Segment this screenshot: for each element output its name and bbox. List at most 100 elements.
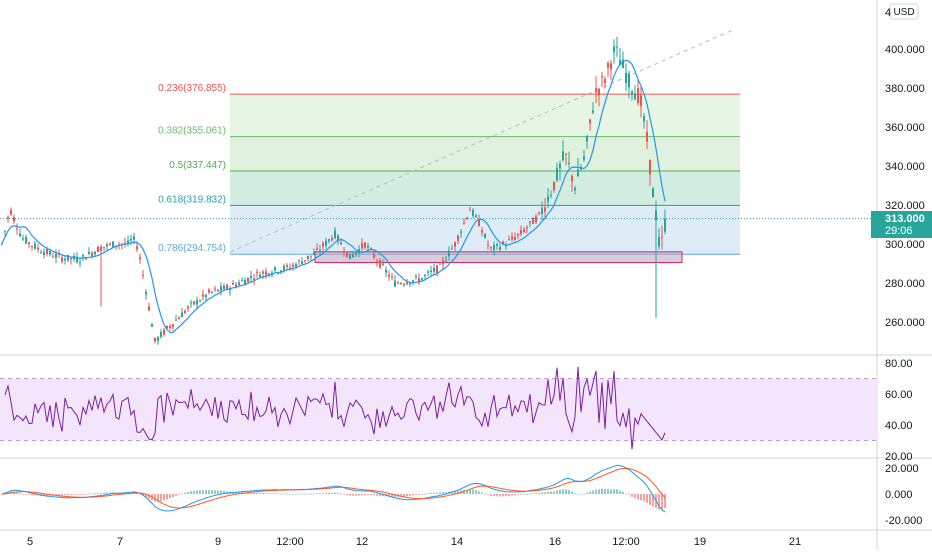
candle-body	[43, 252, 45, 255]
macd-histogram-bar	[247, 492, 249, 494]
macd-histogram-bar	[319, 493, 321, 495]
fibonacci-retracement[interactable]: 0.236(376.855) 0.382(355.061) 0.5(337.447)…	[158, 83, 740, 255]
macd-histogram-bar	[652, 494, 654, 507]
macd-histogram-bar	[205, 490, 207, 494]
support-zone-rect	[314, 251, 683, 264]
rsi-tick-label: 80.00	[885, 358, 913, 370]
candle-body	[376, 260, 378, 262]
macd-histogram-bar	[565, 489, 567, 494]
candle-body	[280, 270, 282, 273]
candle-body	[532, 217, 534, 225]
price-tick-label: 340.000	[885, 161, 925, 173]
candle-body	[649, 159, 651, 175]
candle-body	[487, 244, 489, 246]
currency-badge-box[interactable]	[889, 3, 919, 20]
time-axis[interactable]: 5 7 9 12:00 12 14 16 12:00 19 21	[27, 536, 801, 548]
candle-body	[475, 215, 477, 218]
candle-body	[430, 270, 432, 273]
candle-body	[517, 233, 519, 236]
macd-histogram-bar	[166, 494, 168, 500]
candle-body	[553, 181, 555, 191]
candle-body	[367, 245, 369, 248]
macd-tick-label: -20.000	[885, 515, 922, 527]
candle-body	[625, 72, 627, 84]
candle-body	[433, 267, 435, 272]
macd-histogram-bar	[523, 494, 525, 495]
macd-histogram-bar	[364, 494, 366, 496]
macd-axis[interactable]: 20.000 0.000 -20.000	[885, 463, 922, 527]
candle-body	[46, 249, 48, 254]
candle-body	[631, 91, 633, 95]
macd-histogram-bar	[475, 490, 477, 494]
candle-body	[4, 230, 6, 232]
macd-histogram-bar	[439, 492, 441, 494]
macd-histogram-bar	[34, 494, 36, 496]
price-tick-label: 380.000	[885, 83, 925, 95]
support-zone[interactable]	[314, 251, 683, 264]
macd-histogram-bar	[145, 494, 147, 498]
candle-body	[541, 208, 543, 215]
macd-histogram-bar	[481, 492, 483, 494]
candle-body	[403, 284, 405, 286]
candle-body	[97, 246, 99, 252]
time-tick-label: 7	[117, 536, 123, 548]
macd-signal-line	[1, 467, 666, 509]
macd-histogram-bar	[472, 489, 474, 494]
macd-histogram-bar	[400, 494, 402, 497]
candle-body	[637, 88, 639, 103]
macd-histogram-bar	[526, 493, 528, 495]
candle-body	[595, 88, 597, 93]
macd-histogram-bar	[649, 494, 651, 505]
candle-body	[634, 93, 636, 100]
currency-label[interactable]: USD	[893, 7, 914, 18]
candle-body	[151, 324, 153, 327]
candle-body	[19, 233, 21, 237]
candle-body	[241, 280, 243, 282]
macd-histogram-bar	[31, 494, 33, 496]
macd-histogram-bar	[556, 490, 558, 494]
macd-histogram-bar	[406, 494, 408, 497]
candle-body	[496, 243, 498, 246]
candle-body	[643, 116, 645, 122]
fib-zone	[230, 136, 740, 171]
macd-histogram-bar	[226, 491, 228, 494]
macd-histogram-bar	[295, 493, 297, 495]
time-tick-label: 19	[694, 536, 706, 548]
candle-body	[199, 300, 201, 302]
candle-body	[490, 247, 492, 249]
candle-body	[655, 210, 657, 221]
macd-histogram-bar	[16, 492, 18, 494]
macd-histogram-bar	[538, 492, 540, 494]
candle-body	[439, 263, 441, 265]
candle-body	[658, 237, 660, 247]
candle-body	[124, 242, 126, 245]
candle-body	[298, 260, 300, 262]
rsi-line	[4, 366, 666, 450]
macd-histogram-bar	[430, 492, 432, 494]
rsi-axis[interactable]: 80.00 60.00 40.00 20.00	[885, 358, 913, 463]
candle-body	[271, 272, 273, 275]
macd-histogram-bar	[619, 490, 621, 494]
macd-tick-label: 20.000	[885, 463, 919, 475]
candle-body	[109, 243, 111, 245]
price-tick-label: 280.000	[885, 278, 925, 290]
macd-histogram-bar	[529, 493, 531, 495]
macd-histogram-bar	[493, 494, 495, 497]
candle-body	[73, 256, 75, 260]
macd-histogram-bar	[478, 491, 480, 494]
price-axis[interactable]: 400.000 380.000 360.000 340.000 320.000 300.0…	[885, 44, 925, 329]
macd-histogram-bar	[280, 493, 282, 495]
macd-histogram-bar	[547, 491, 549, 494]
macd-histogram-bar	[73, 494, 75, 495]
candle-body	[184, 310, 186, 313]
macd-histogram-bar	[256, 492, 258, 494]
macd-histogram-bar	[313, 493, 315, 495]
macd-histogram-bar	[271, 493, 273, 495]
candle-body	[100, 246, 102, 251]
candle-body	[316, 248, 318, 250]
candle-body	[652, 188, 654, 198]
candle-body	[163, 329, 165, 335]
candle-body	[499, 247, 501, 250]
candle-body	[493, 244, 495, 251]
candle-body	[61, 257, 63, 262]
